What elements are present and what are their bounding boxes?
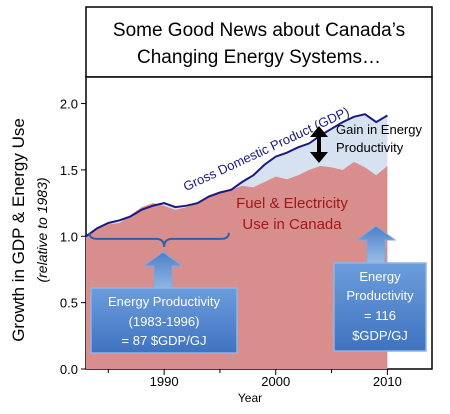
callout-left-box xyxy=(90,287,238,354)
callout-right-box xyxy=(333,262,427,352)
callout-left-line-1: Energy Productivity xyxy=(108,294,220,309)
x-tick-label: 2000 xyxy=(261,374,290,389)
y-tick-label: 1.5 xyxy=(60,163,78,178)
gain-area xyxy=(86,114,388,237)
callout-left-line-3: = 87 $GDP/GJ xyxy=(122,333,207,348)
y-tick-label: 0.5 xyxy=(60,296,78,311)
chart-title-line-2: Changing Energy Systems… xyxy=(137,47,381,68)
gain-label-line-1: Gain in Energy xyxy=(336,122,422,137)
y-ticks: 0.0 0.5 1.0 1.5 2.0 xyxy=(60,97,86,377)
fuel-label-line-1: Fuel & Electricity xyxy=(236,195,348,212)
callout-right-line-3: = 116 xyxy=(364,308,396,323)
callout-right-line-4: $GDP/GJ xyxy=(352,328,408,343)
fuel-label-line-2: Use in Canada xyxy=(242,216,342,233)
callout-right-line-1: Energy xyxy=(359,269,401,284)
y-tick-label: 0.0 xyxy=(60,362,78,377)
gain-double-arrow xyxy=(310,126,328,163)
x-tick-label: 2010 xyxy=(373,374,402,389)
x-ticks: 1990 2000 2010 xyxy=(107,369,402,389)
y-axis-sublabel: (relative to 1983) xyxy=(34,177,50,282)
period-brace xyxy=(88,232,230,247)
y-axis-label: Growth in GDP & Energy Use xyxy=(9,118,28,342)
gdp-series-line xyxy=(85,113,388,238)
callout-right-line-2: Productivity xyxy=(346,288,414,303)
gain-label-line-2: Productivity xyxy=(336,140,404,155)
title-box xyxy=(85,6,433,78)
x-tick-label: 1990 xyxy=(150,374,179,389)
right-up-arrow xyxy=(355,225,397,265)
y-tick-label: 1.0 xyxy=(60,229,78,244)
callout-left-line-2: (1983-1996) xyxy=(129,314,200,329)
x-axis-label: Year xyxy=(238,391,262,405)
chart-title-line-1: Some Good News about Canada’s xyxy=(113,20,405,41)
y-tick-label: 2.0 xyxy=(60,97,78,112)
